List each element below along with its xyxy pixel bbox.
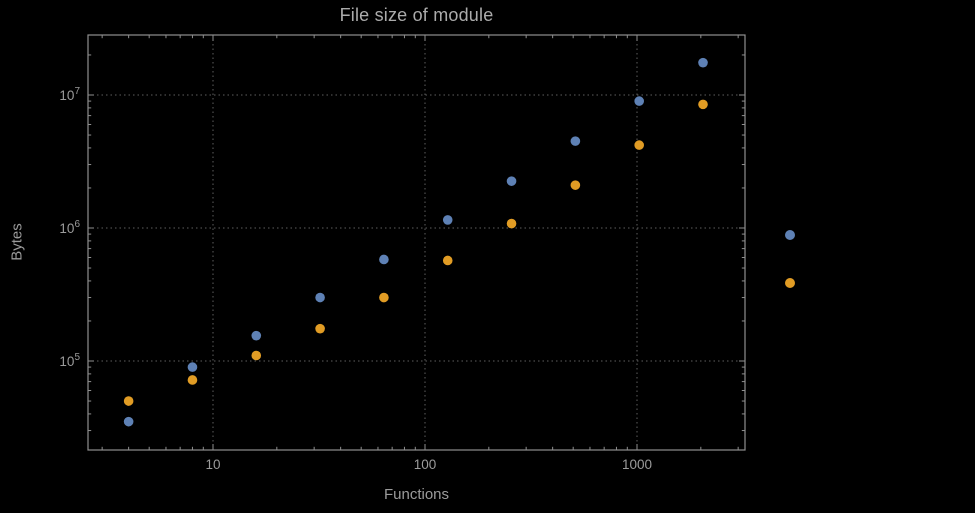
data-point-blue-series	[698, 57, 708, 68]
data-point-orange-series	[379, 292, 389, 303]
data-point-orange-series	[506, 218, 517, 229]
y-tick-label: 106	[59, 219, 80, 236]
data-point-orange-series	[442, 255, 453, 266]
chart-title: File size of module	[339, 5, 494, 25]
data-point-blue-series	[442, 215, 453, 225]
data-point-orange-series	[123, 396, 134, 406]
x-tick-label: 10	[205, 457, 220, 472]
data-point-orange-series	[187, 375, 198, 385]
data-point-blue-series	[506, 176, 517, 186]
data-point-orange-series	[315, 323, 325, 334]
x-tick-label: 100	[414, 457, 437, 472]
data-point-orange-series	[698, 99, 708, 110]
plot-frame	[87, 34, 746, 451]
y-axis-label: Bytes	[8, 223, 26, 261]
data-point-blue-series	[634, 96, 644, 106]
y-tick-label: 107	[59, 86, 80, 103]
data-point-blue-series	[315, 292, 325, 303]
legend-marker-blue-series	[785, 230, 795, 240]
x-tick-label: 1000	[622, 457, 652, 472]
data-point-blue-series	[123, 416, 134, 427]
data-point-blue-series	[570, 136, 581, 146]
data-point-blue-series	[379, 254, 389, 265]
legend-marker-orange-series	[785, 278, 795, 288]
y-tick-label: 105	[59, 352, 80, 369]
data-point-orange-series	[634, 140, 644, 150]
data-point-blue-series	[187, 362, 198, 372]
x-axis-label: Functions	[383, 486, 450, 503]
data-point-orange-series	[570, 180, 581, 190]
data-point-orange-series	[251, 350, 262, 361]
data-point-blue-series	[251, 330, 262, 341]
